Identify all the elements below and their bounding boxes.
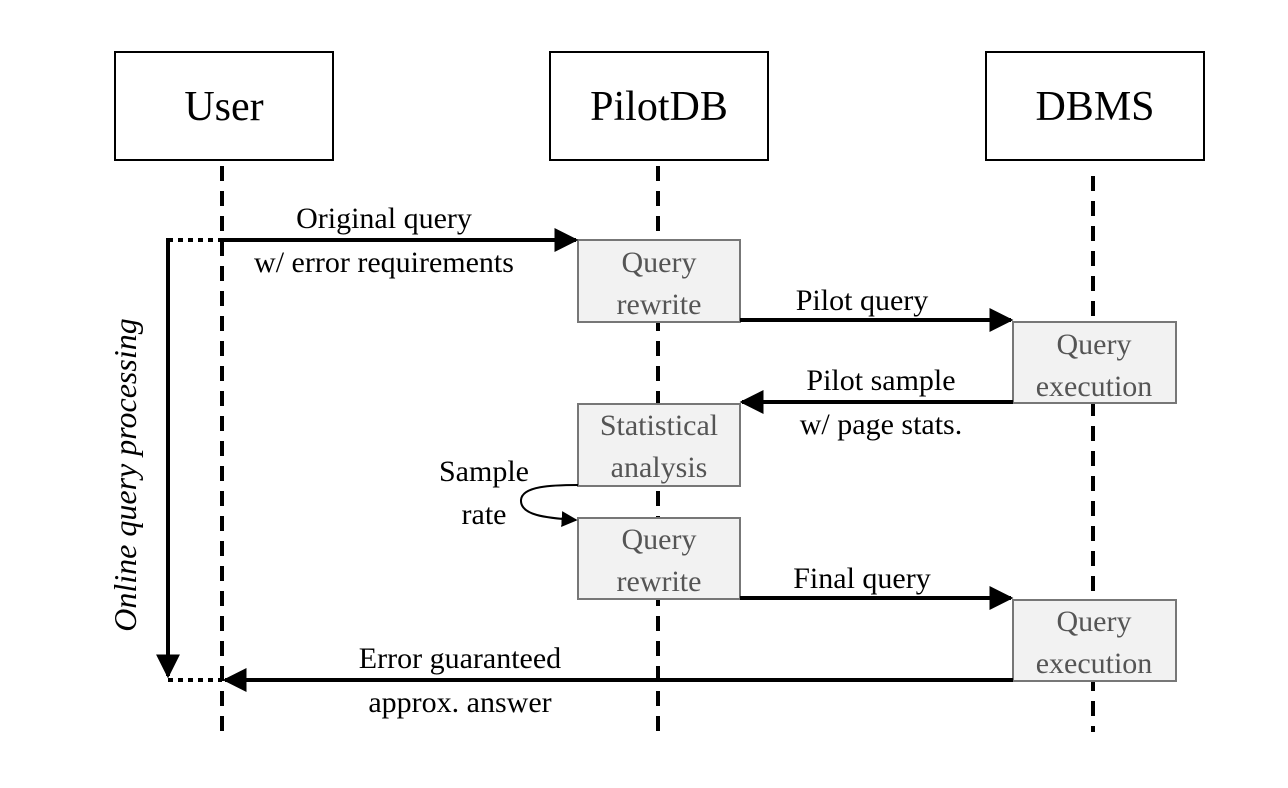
actor-pilotdb-label: PilotDB bbox=[590, 84, 728, 130]
arrow-sample-rate bbox=[519, 484, 579, 528]
online-processing-bracket: Online query processing bbox=[107, 238, 222, 682]
message-sample-rate: Sample rate bbox=[439, 455, 579, 531]
original-query-line2: w/ error requirements bbox=[254, 246, 514, 279]
box-query-execution-2: Query execution bbox=[1012, 599, 1177, 682]
box-statistical-analysis-line2: analysis bbox=[611, 451, 708, 484]
pilot-query-label: Pilot query bbox=[796, 284, 929, 317]
sample-rate-line2: rate bbox=[462, 498, 507, 531]
final-query-label: Final query bbox=[793, 562, 930, 595]
box-query-rewrite-1: Query rewrite bbox=[577, 239, 741, 323]
box-query-execution-2-line2: execution bbox=[1036, 647, 1153, 680]
box-query-execution-1-line1: Query bbox=[1057, 328, 1132, 361]
message-original-query: Original query w/ error requirements bbox=[222, 202, 579, 279]
message-answer: Error guaranteed approx. answer bbox=[222, 642, 1013, 719]
sample-rate-line1: Sample bbox=[439, 455, 529, 488]
actor-user: User bbox=[114, 51, 334, 161]
box-query-rewrite-1-line1: Query bbox=[622, 246, 697, 279]
box-query-execution-1-line2: execution bbox=[1036, 370, 1153, 403]
actor-dbms-label: DBMS bbox=[1035, 84, 1154, 130]
message-final-query: Final query bbox=[740, 562, 1014, 610]
pilot-sample-line2: w/ page stats. bbox=[800, 408, 962, 441]
box-query-execution-2-line1: Query bbox=[1057, 605, 1132, 638]
actor-pilotdb: PilotDB bbox=[549, 51, 769, 161]
answer-line1: Error guaranteed bbox=[359, 642, 561, 675]
box-statistical-analysis: Statistical analysis bbox=[577, 403, 741, 487]
message-pilot-query: Pilot query bbox=[740, 284, 1014, 332]
actor-user-label: User bbox=[184, 84, 263, 130]
actor-dbms: DBMS bbox=[985, 51, 1205, 161]
box-query-rewrite-2-line2: rewrite bbox=[617, 565, 702, 598]
message-pilot-sample: Pilot sample w/ page stats. bbox=[739, 364, 1013, 441]
box-query-rewrite-2-line1: Query bbox=[622, 523, 697, 556]
answer-line2: approx. answer bbox=[368, 686, 551, 719]
online-processing-label: Online query processing bbox=[107, 318, 143, 631]
box-query-execution-1: Query execution bbox=[1012, 321, 1177, 404]
box-query-rewrite-1-line2: rewrite bbox=[617, 288, 702, 321]
box-statistical-analysis-line1: Statistical bbox=[600, 409, 718, 442]
pilot-sample-line1: Pilot sample bbox=[806, 364, 955, 397]
original-query-line1: Original query bbox=[296, 202, 472, 235]
box-query-rewrite-2: Query rewrite bbox=[577, 517, 741, 600]
